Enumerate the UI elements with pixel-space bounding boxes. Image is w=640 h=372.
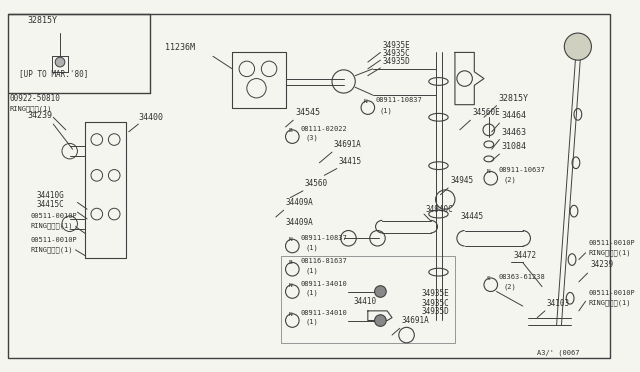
Text: 34935E: 34935E xyxy=(421,289,449,298)
Circle shape xyxy=(374,286,386,297)
Text: 08911-34010: 08911-34010 xyxy=(300,310,347,316)
Text: 08116-81637: 08116-81637 xyxy=(300,259,347,264)
Text: 34935C: 34935C xyxy=(421,299,449,308)
Bar xyxy=(281,256,455,343)
Text: 34239: 34239 xyxy=(591,260,614,269)
Text: N: N xyxy=(487,169,491,174)
Text: 08911-34010: 08911-34010 xyxy=(300,280,347,287)
Text: 34239: 34239 xyxy=(27,111,52,120)
Text: [UP TO MAR.'80]: [UP TO MAR.'80] xyxy=(19,70,89,78)
Text: 00511-0010P: 00511-0010P xyxy=(31,237,77,243)
Text: 32815Y: 32815Y xyxy=(27,16,57,25)
Text: 34409A: 34409A xyxy=(285,218,314,227)
Text: N: N xyxy=(289,237,292,242)
Circle shape xyxy=(55,57,65,67)
Text: 34415C: 34415C xyxy=(36,200,65,209)
Text: 34560: 34560 xyxy=(305,179,328,188)
Text: N: N xyxy=(289,312,292,317)
Text: 08111-02022: 08111-02022 xyxy=(300,126,347,132)
Text: 00922-50810: 00922-50810 xyxy=(10,94,61,103)
Text: RINGリング(1): RINGリング(1) xyxy=(10,106,52,112)
Text: 34464: 34464 xyxy=(501,111,526,120)
Text: 34409A: 34409A xyxy=(285,198,314,207)
Text: 34445: 34445 xyxy=(461,212,484,221)
Text: 00511-0010P: 00511-0010P xyxy=(589,240,636,246)
Text: (1): (1) xyxy=(380,108,392,114)
Text: 34935E: 34935E xyxy=(382,41,410,49)
Text: RINGリング(1): RINGリング(1) xyxy=(31,246,74,253)
Text: B: B xyxy=(289,128,292,133)
Text: 34400: 34400 xyxy=(138,113,163,122)
Text: 08911-10837: 08911-10837 xyxy=(376,97,422,103)
Text: RINGリング(1): RINGリング(1) xyxy=(589,249,631,256)
Text: 34691A: 34691A xyxy=(402,316,429,326)
Text: 34545: 34545 xyxy=(295,108,320,117)
Text: 34691A: 34691A xyxy=(334,140,362,149)
Text: 31084: 31084 xyxy=(501,142,526,151)
Text: 34935D: 34935D xyxy=(421,307,449,316)
Text: 00511-0010P: 00511-0010P xyxy=(31,213,77,219)
Text: (1): (1) xyxy=(306,290,319,296)
Circle shape xyxy=(564,33,591,60)
Text: 34103: 34103 xyxy=(547,299,570,308)
Text: 08911-10837: 08911-10837 xyxy=(300,235,347,241)
Text: 34560E: 34560E xyxy=(472,108,500,117)
Text: 34415: 34415 xyxy=(339,157,362,166)
Text: S: S xyxy=(487,276,491,281)
Text: N: N xyxy=(364,99,368,104)
Text: RINGリング(1): RINGリング(1) xyxy=(589,299,631,306)
Text: 32815Y: 32815Y xyxy=(499,94,529,103)
Text: (1): (1) xyxy=(306,267,319,274)
Text: B: B xyxy=(289,260,292,265)
Text: 34935D: 34935D xyxy=(382,57,410,66)
Text: 11236M: 11236M xyxy=(164,44,195,52)
Text: (1): (1) xyxy=(306,319,319,326)
Text: 08363-61238: 08363-61238 xyxy=(499,274,545,280)
Text: 08911-10637: 08911-10637 xyxy=(499,167,545,173)
Text: 34410G: 34410G xyxy=(36,190,65,199)
Text: (3): (3) xyxy=(306,135,319,141)
Text: (1): (1) xyxy=(306,244,319,251)
Text: RINGリング(1): RINGリング(1) xyxy=(31,222,74,228)
Text: N: N xyxy=(289,283,292,288)
Circle shape xyxy=(374,315,386,326)
Text: A3/' (0067: A3/' (0067 xyxy=(537,350,580,356)
Text: 34463: 34463 xyxy=(501,128,526,137)
Text: 00511-0010P: 00511-0010P xyxy=(589,291,636,296)
Text: 34940C: 34940C xyxy=(426,205,454,214)
Text: 34472: 34472 xyxy=(513,251,536,260)
Text: (2): (2) xyxy=(503,283,516,289)
Text: 34410: 34410 xyxy=(353,297,376,306)
Text: 34935C: 34935C xyxy=(382,49,410,58)
Text: 34945: 34945 xyxy=(450,176,473,185)
Text: (2): (2) xyxy=(503,177,516,183)
